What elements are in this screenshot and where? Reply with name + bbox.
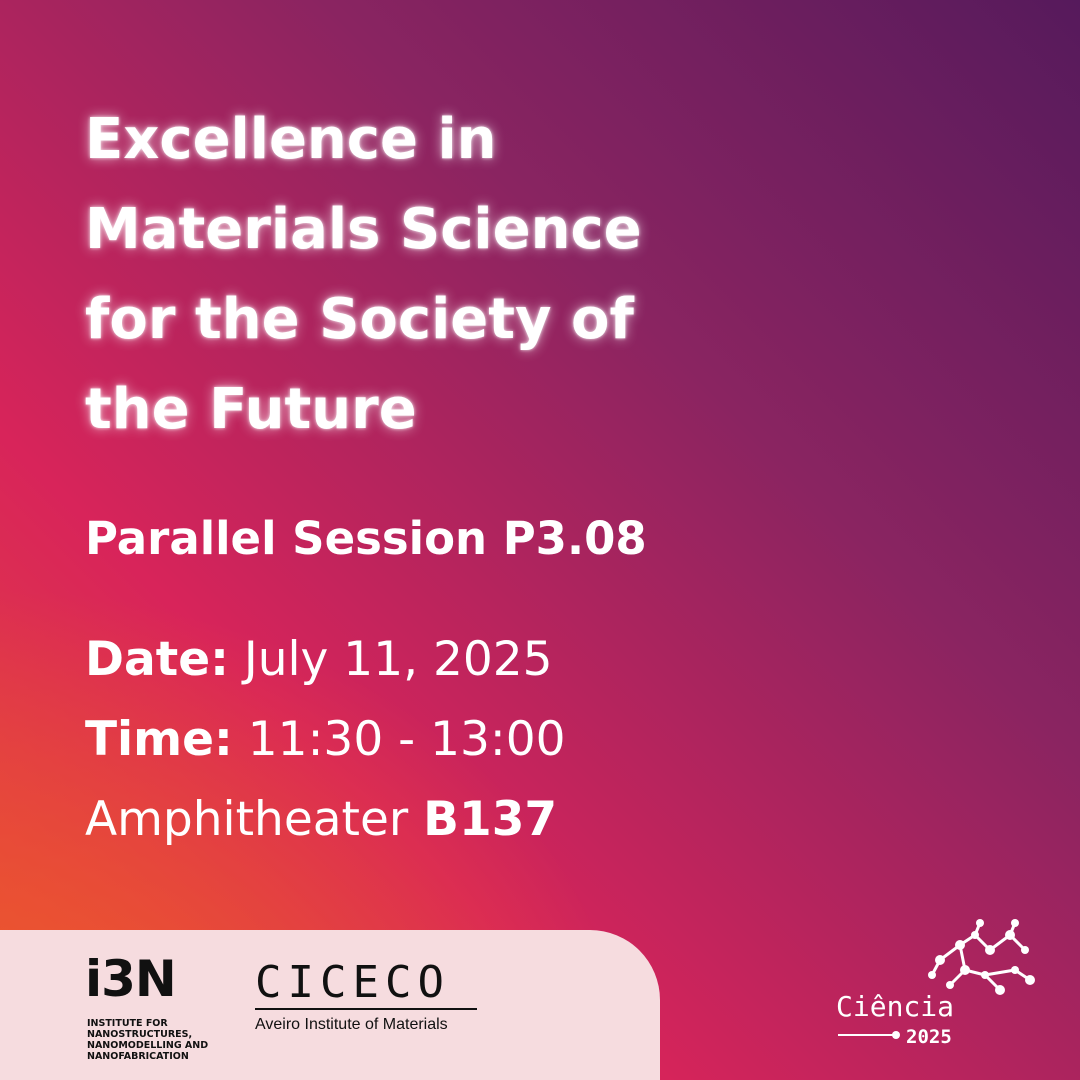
i3n-logo: i3N <box>85 950 177 1008</box>
ciencia-name: Ciência <box>836 990 955 1023</box>
i3n-subtitle-line: INSTITUTE FOR <box>87 1018 168 1029</box>
session: Parallel Session P3.08 <box>85 512 647 565</box>
date-value: July 11, 2025 <box>243 632 553 687</box>
time-value: 11:30 - 13:00 <box>247 712 566 767</box>
ciceco-rule <box>255 1008 477 1010</box>
ciencia-network-icon <box>928 919 1035 995</box>
ciencia-year: 2025 <box>906 1026 952 1048</box>
location-row: Amphitheater B137 <box>85 780 566 860</box>
title-line: Excellence in <box>85 107 497 172</box>
date-row: Date: July 11, 2025 <box>85 620 566 700</box>
location-room: B137 <box>423 792 558 847</box>
location-text: Amphitheater <box>85 792 409 847</box>
event-info: Date: July 11, 2025 Time: 11:30 - 13:00 … <box>85 620 566 860</box>
title-line: the Future <box>85 377 417 442</box>
title: Excellence in Materials Science for the … <box>85 95 642 455</box>
date-label: Date: <box>85 632 229 687</box>
time-label: Time: <box>85 712 233 767</box>
ciencia-rule <box>838 1031 900 1039</box>
ciceco-logo: CICECO <box>255 957 450 1008</box>
logo-panel <box>0 930 660 1080</box>
i3n-subtitle-line: NANOMODELLING AND <box>87 1040 209 1051</box>
i3n-subtitle-line: NANOFABRICATION <box>87 1051 189 1062</box>
ciceco-subtitle: Aveiro Institute of Materials <box>255 1016 448 1033</box>
i3n-subtitle: INSTITUTE FOR NANOSTRUCTURES, NANOMODELL… <box>87 1018 208 1062</box>
title-line: for the Society of <box>85 287 634 352</box>
i3n-subtitle-line: NANOSTRUCTURES, <box>87 1029 193 1040</box>
title-line: Materials Science <box>85 197 642 262</box>
time-row: Time: 11:30 - 13:00 <box>85 700 566 780</box>
